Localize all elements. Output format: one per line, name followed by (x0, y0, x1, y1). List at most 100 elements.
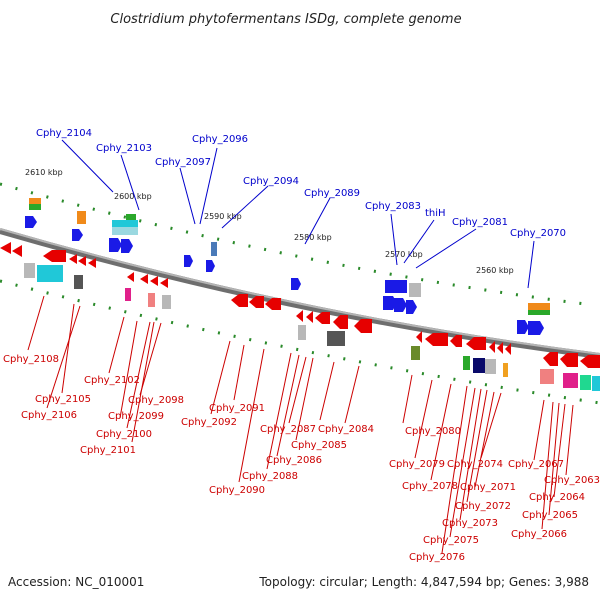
gene-label[interactable]: Cphy_2097 (155, 157, 211, 168)
gene-label[interactable]: Cphy_2064 (529, 492, 585, 503)
gene-label[interactable]: thiH (425, 208, 446, 219)
forward-gene[interactable] (121, 239, 133, 253)
reverse-gene[interactable] (580, 355, 600, 368)
forward-gene[interactable] (109, 238, 122, 252)
reverse-gene[interactable] (580, 375, 591, 390)
gene-label[interactable]: Cphy_2096 (192, 134, 248, 145)
reverse-gene[interactable] (411, 346, 420, 360)
forward-gene[interactable] (29, 198, 41, 210)
gene-label[interactable]: Cphy_2108 (3, 354, 59, 365)
forward-gene[interactable] (25, 216, 37, 228)
gene-label[interactable]: Cphy_2089 (304, 188, 360, 199)
reverse-gene[interactable] (0, 242, 11, 254)
gene-label[interactable]: Cphy_2103 (96, 143, 152, 154)
gene-label[interactable]: Cphy_2106 (21, 410, 77, 421)
reverse-gene[interactable] (505, 343, 511, 355)
reverse-gene[interactable] (497, 342, 503, 354)
gene-label[interactable]: Cphy_2099 (108, 411, 164, 422)
reverse-gene[interactable] (88, 258, 96, 268)
reverse-gene[interactable] (125, 288, 131, 301)
reverse-gene[interactable] (12, 245, 22, 257)
reverse-gene[interactable] (265, 298, 281, 310)
reverse-gene[interactable] (150, 276, 158, 286)
reverse-gene[interactable] (560, 353, 578, 367)
reverse-gene[interactable] (563, 373, 578, 388)
gene-label[interactable]: Cphy_2079 (389, 459, 445, 470)
reverse-gene[interactable] (148, 293, 155, 307)
reverse-gene[interactable] (78, 256, 86, 266)
forward-gene[interactable] (385, 280, 407, 293)
forward-gene[interactable] (206, 260, 215, 272)
reverse-gene[interactable] (450, 335, 462, 347)
reverse-gene[interactable] (140, 274, 148, 284)
gene-label[interactable]: Cphy_2076 (409, 552, 465, 563)
reverse-gene[interactable] (333, 315, 348, 329)
reverse-gene[interactable] (296, 310, 303, 322)
forward-gene[interactable] (72, 229, 83, 241)
forward-gene[interactable] (394, 298, 407, 312)
reverse-gene[interactable] (416, 331, 422, 343)
gene-label[interactable]: Cphy_2094 (243, 176, 299, 187)
reverse-gene[interactable] (127, 272, 134, 282)
gene-label[interactable]: Cphy_2073 (442, 518, 498, 529)
reverse-gene[interactable] (43, 250, 66, 262)
gene-label[interactable]: Cphy_2087 (260, 424, 316, 435)
gene-label[interactable]: Cphy_2088 (242, 471, 298, 482)
forward-gene[interactable] (184, 255, 193, 267)
gene-label[interactable]: Cphy_2063 (544, 475, 600, 486)
forward-gene[interactable] (77, 211, 86, 224)
reverse-gene[interactable] (543, 352, 558, 366)
gene-label[interactable]: Cphy_2083 (365, 201, 421, 212)
reverse-gene[interactable] (74, 275, 83, 289)
gene-label[interactable]: Cphy_2092 (181, 417, 237, 428)
reverse-gene[interactable] (463, 356, 470, 370)
reverse-gene[interactable] (69, 254, 77, 264)
gene-label[interactable]: Cphy_2098 (128, 395, 184, 406)
gene-label[interactable]: Cphy_2080 (405, 426, 461, 437)
reverse-gene[interactable] (298, 325, 306, 340)
gene-label[interactable]: Cphy_2085 (291, 440, 347, 451)
reverse-gene[interactable] (162, 295, 171, 309)
gene-label[interactable]: Cphy_2078 (402, 481, 458, 492)
reverse-gene[interactable] (37, 265, 63, 282)
forward-gene[interactable] (409, 283, 421, 297)
reverse-gene[interactable] (231, 294, 248, 307)
forward-gene[interactable] (528, 303, 550, 315)
reverse-gene[interactable] (327, 331, 345, 346)
forward-gene[interactable] (406, 300, 417, 314)
gene-label[interactable]: Cphy_2102 (84, 375, 140, 386)
gene-label[interactable]: Cphy_2067 (508, 459, 564, 470)
gene-label[interactable]: Cphy_2090 (209, 485, 265, 496)
reverse-gene[interactable] (489, 341, 495, 353)
reverse-gene[interactable] (425, 333, 448, 346)
gene-label[interactable]: Cphy_2105 (35, 394, 91, 405)
gene-label[interactable]: Cphy_2074 (447, 459, 503, 470)
gene-label[interactable]: Cphy_2071 (460, 482, 516, 493)
gene-label[interactable]: Cphy_2100 (96, 429, 152, 440)
reverse-gene[interactable] (354, 319, 372, 333)
reverse-gene[interactable] (503, 363, 508, 377)
gene-label[interactable]: Cphy_2084 (318, 424, 374, 435)
reverse-gene[interactable] (315, 312, 330, 324)
reverse-gene[interactable] (485, 359, 496, 374)
reverse-gene[interactable] (466, 337, 486, 350)
gene-label[interactable]: Cphy_2104 (36, 128, 92, 139)
gene-label[interactable]: Cphy_2070 (510, 228, 566, 239)
forward-gene[interactable] (383, 296, 397, 310)
gene-label[interactable]: Cphy_2072 (455, 501, 511, 512)
reverse-gene[interactable] (306, 311, 313, 323)
forward-gene[interactable] (211, 242, 217, 256)
gene-label[interactable]: Cphy_2081 (452, 217, 508, 228)
gene-label[interactable]: Cphy_2101 (80, 445, 136, 456)
forward-gene[interactable] (517, 320, 529, 334)
reverse-gene[interactable] (160, 278, 168, 288)
forward-gene[interactable] (291, 278, 301, 290)
gene-label[interactable]: Cphy_2091 (209, 403, 265, 414)
forward-gene[interactable] (528, 321, 544, 335)
reverse-gene[interactable] (249, 296, 264, 308)
reverse-gene[interactable] (540, 369, 554, 384)
reverse-gene[interactable] (473, 358, 485, 373)
gene-label[interactable]: Cphy_2075 (423, 535, 479, 546)
gene-label[interactable]: Cphy_2065 (522, 510, 578, 521)
forward-gene[interactable] (112, 214, 138, 235)
